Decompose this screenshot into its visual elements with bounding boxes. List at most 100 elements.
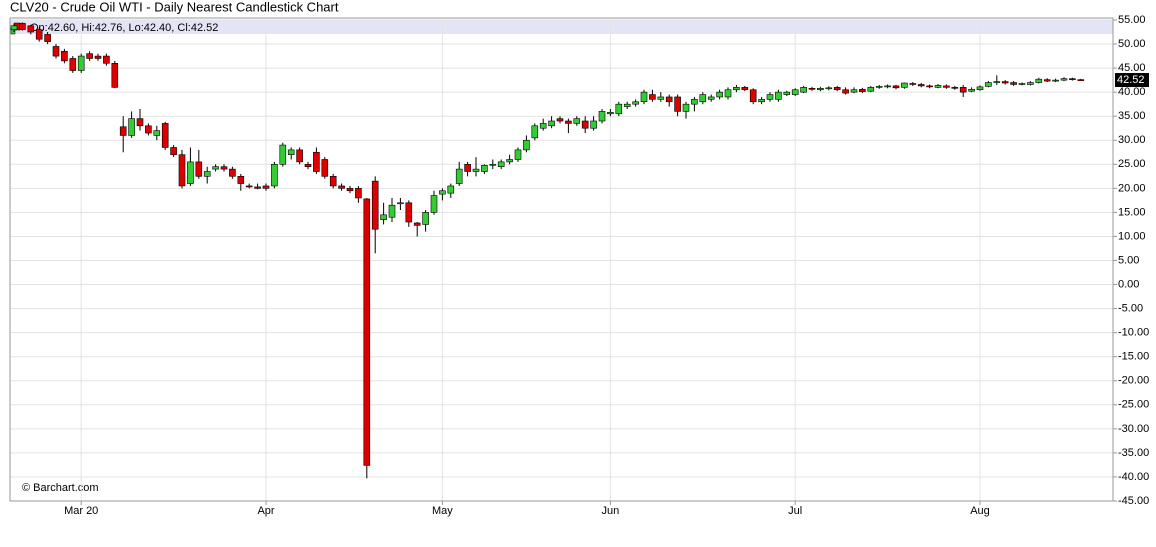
candle-body — [119, 126, 127, 136]
candle-body — [615, 103, 623, 115]
candle-body — [304, 164, 312, 168]
x-tick-label: Aug — [970, 505, 990, 517]
candle-body — [52, 46, 60, 57]
candle-body — [371, 180, 379, 230]
candle-body — [724, 89, 732, 98]
candle-body — [825, 87, 833, 90]
candle-body — [791, 89, 799, 95]
candle-body — [212, 166, 219, 170]
candle-body — [1069, 78, 1076, 80]
candle-body — [909, 83, 917, 85]
candle-body — [1018, 83, 1026, 85]
candle-body — [817, 88, 824, 91]
y-tick-label: 40.00 — [1118, 86, 1146, 98]
candle-body — [833, 87, 841, 91]
last-price-tag — [1115, 73, 1149, 88]
candles — [10, 22, 1085, 479]
y-tick-label: 55.00 — [1118, 14, 1146, 26]
candle-body — [346, 188, 354, 192]
candle-body — [161, 123, 169, 148]
candle-body — [951, 87, 959, 89]
candle-body — [35, 29, 43, 40]
candle-body — [178, 154, 186, 187]
candle-body — [649, 94, 656, 100]
y-tick-label: -20.00 — [1118, 375, 1149, 387]
y-tick-label: 0.00 — [1118, 278, 1139, 290]
last-price-label: 42.52 — [1117, 74, 1145, 86]
candle-body — [573, 118, 581, 124]
y-tick-label: 5.00 — [1118, 254, 1139, 266]
candle-body — [86, 53, 93, 59]
candle-body — [1052, 79, 1059, 82]
candle-body — [254, 186, 261, 189]
candle-body — [77, 55, 85, 71]
candle-body — [842, 89, 849, 94]
x-tick-label: Jun — [602, 505, 620, 517]
candle-body — [741, 87, 749, 91]
candle-body — [363, 198, 371, 466]
candle-body — [892, 85, 900, 89]
candle-body — [313, 151, 320, 172]
candle-body — [590, 120, 597, 129]
candle-body — [187, 161, 194, 184]
y-tick-label: 35.00 — [1118, 110, 1146, 122]
candle-body — [279, 144, 287, 165]
candle-body — [237, 176, 245, 184]
candle-body — [1077, 79, 1085, 81]
candle-body — [44, 34, 51, 42]
candle-body — [917, 84, 925, 87]
candle-body — [985, 82, 992, 87]
plot-frame — [9, 17, 1114, 502]
credit: © Barchart.com — [22, 482, 99, 494]
info-text: Op:42.60, Hi:42.76, Lo:42.40, Cl:42.52 — [30, 22, 218, 34]
chart-title: CLV20 - Crude Oil WTI - Daily Nearest Ca… — [10, 0, 339, 14]
candle-body — [523, 139, 530, 151]
y-tick-label: 30.00 — [1118, 134, 1146, 146]
y-tick-label: -40.00 — [1118, 471, 1149, 483]
candle-body — [338, 185, 345, 189]
candle-body — [657, 96, 665, 100]
candle-body — [850, 89, 858, 93]
candle-body — [800, 87, 807, 93]
candle-body — [1010, 82, 1017, 85]
candle-body — [430, 195, 438, 213]
candle-body — [287, 149, 295, 155]
candle-body — [699, 94, 707, 103]
candle-body — [262, 185, 270, 189]
candle-body — [455, 168, 463, 184]
candle-body — [128, 118, 135, 136]
x-tick-label: Apr — [257, 505, 274, 517]
candle-body — [749, 89, 757, 103]
candle-body — [707, 96, 715, 100]
candle-body — [766, 94, 774, 100]
candle-body — [321, 159, 329, 177]
candle-body — [758, 99, 765, 103]
y-tick-label: 25.00 — [1118, 158, 1146, 170]
candle-body — [665, 96, 673, 103]
candle-body — [489, 164, 497, 166]
candle-body — [464, 164, 471, 172]
candle-body — [808, 88, 816, 90]
candle-body — [413, 222, 421, 226]
candle-body — [531, 125, 539, 139]
candle-body — [514, 149, 522, 160]
candle-body — [447, 185, 455, 194]
candle-body — [296, 149, 303, 163]
y-tick-label: 15.00 — [1118, 206, 1146, 218]
candle-body — [539, 123, 547, 129]
y-tick-label: 10.00 — [1118, 230, 1146, 242]
candle-body — [195, 161, 203, 177]
y-tick-label: -10.00 — [1118, 327, 1149, 339]
y-tick-label: -35.00 — [1118, 447, 1149, 459]
candle-body — [170, 147, 177, 155]
y-tick-label: -45.00 — [1118, 495, 1149, 507]
candle-body — [136, 118, 144, 127]
candle-body — [103, 55, 110, 64]
candle-body — [220, 166, 228, 170]
candle-body — [439, 190, 446, 195]
y-tick-label: -15.00 — [1118, 351, 1149, 363]
x-tick-label: Mar 20 — [64, 505, 98, 517]
candle-body — [61, 50, 68, 62]
candle-body — [27, 25, 35, 33]
candle-body — [497, 161, 505, 168]
